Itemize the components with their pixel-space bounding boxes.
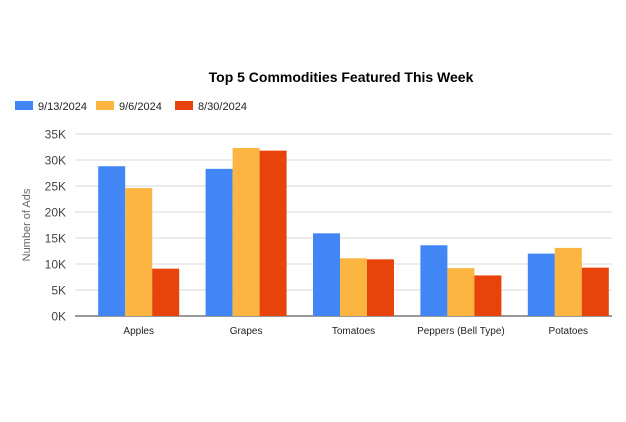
- bar: [125, 188, 153, 316]
- bar: [474, 275, 502, 316]
- legend-swatch: [15, 101, 33, 110]
- bar: [581, 267, 609, 316]
- y-tick-label: 0K: [51, 310, 66, 324]
- bars: [98, 148, 609, 316]
- bar: [152, 268, 180, 316]
- x-axis-ticks: Apples Grapes Tomatoes Peppers (Bell Type) P…: [123, 326, 588, 337]
- y-axis-label: Number of Ads: [21, 188, 33, 261]
- legend-label: 9/6/2024: [119, 101, 162, 113]
- y-tick-label: 15K: [45, 232, 66, 246]
- y-tick-label: 30K: [45, 154, 66, 168]
- bar: [340, 258, 367, 316]
- bar: [554, 247, 582, 316]
- legend-swatch: [96, 101, 114, 110]
- bar: [232, 148, 260, 316]
- x-tick-label: Tomatoes: [332, 326, 375, 337]
- x-tick-label: Potatoes: [549, 326, 588, 337]
- x-tick-label: Peppers (Bell Type): [417, 326, 505, 337]
- bar: [313, 233, 340, 316]
- y-axis-ticks: 0K 5K 10K 15K 20K 25K 30K 35K: [45, 128, 66, 324]
- x-tick-label: Apples: [123, 326, 154, 337]
- legend-label: 9/13/2024: [38, 101, 87, 113]
- bar: [367, 259, 394, 316]
- legend-swatch: [175, 101, 193, 110]
- y-tick-label: 25K: [45, 180, 66, 194]
- bar: [447, 268, 475, 316]
- y-tick-label: 35K: [45, 128, 66, 142]
- bar: [420, 245, 448, 316]
- y-tick-label: 20K: [45, 206, 66, 220]
- bar: [259, 150, 287, 316]
- x-tick-label: Grapes: [230, 326, 263, 337]
- chart-title: Top 5 Commodities Featured This Week: [209, 69, 474, 85]
- bar: [98, 166, 126, 316]
- legend: 9/13/2024 9/6/2024 8/30/2024: [15, 101, 247, 113]
- legend-label: 8/30/2024: [198, 101, 247, 113]
- y-tick-label: 5K: [51, 284, 66, 298]
- y-tick-label: 10K: [45, 258, 66, 272]
- bar: [205, 168, 233, 316]
- bar: [527, 253, 555, 316]
